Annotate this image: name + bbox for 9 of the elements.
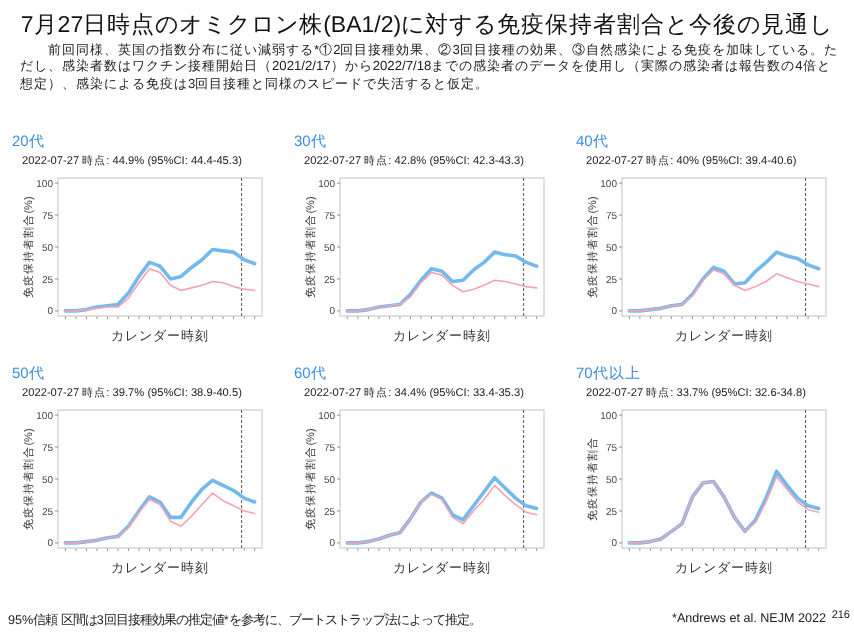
line-series bbox=[346, 271, 538, 312]
line-series bbox=[63, 247, 257, 313]
text: 7月27日時点のオミクロン株(BA1/2)に対する免疫保持者割合と今後の見通し bbox=[18, 10, 836, 40]
line-series bbox=[64, 267, 256, 312]
line-series bbox=[627, 250, 821, 313]
line-series bbox=[64, 492, 256, 544]
line-series bbox=[345, 250, 539, 313]
line-series bbox=[628, 269, 820, 312]
line-series bbox=[63, 478, 257, 545]
